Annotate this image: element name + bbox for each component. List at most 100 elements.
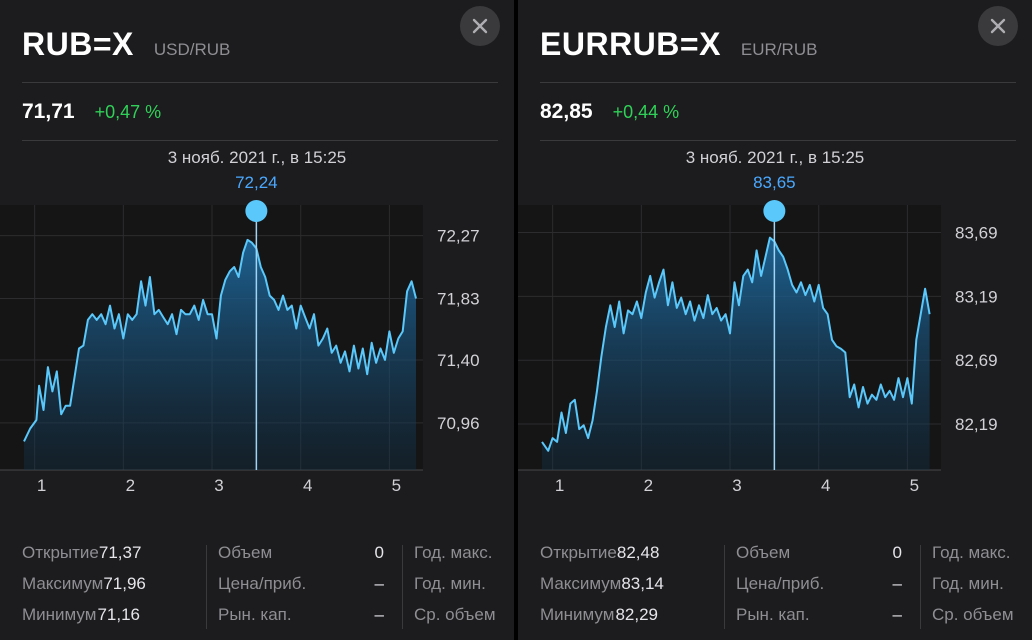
y-tick-label: 83,69 [955,224,998,243]
stat-row: Год. макс. [932,543,1030,574]
stat-label: Объем [218,543,273,562]
stat-row: Цена/приб. – [218,574,384,605]
stat-row: Год. мин. [414,574,512,605]
stat-value: – [374,574,384,593]
stat-label: Рын. кап. [736,605,810,624]
stat-value: – [892,605,902,624]
header: EURRUB=X EUR/RUB [540,26,817,63]
price-row: 82,85 +0,44 % [540,100,679,124]
currency-pair: EUR/RUB [740,40,818,59]
current-price: 71,71 [22,100,75,123]
price-line [541,236,931,452]
stat-label: Год. мин. [932,574,1004,593]
stat-row: Цена/приб. – [736,574,902,605]
quote-panel-eurrub: EURRUB=X EUR/RUB 82,85 +0,44 % 3 нояб. 2… [518,0,1032,640]
selected-value: 83,65 [753,173,796,192]
selected-value: 72,24 [235,173,278,192]
selected-date: 3 нояб. 2021 г., в 15:25 [167,148,347,167]
x-tick-label: 2 [126,476,135,495]
y-tick-label: 71,40 [437,351,480,370]
x-tick-label: 3 [732,476,741,495]
stat-label: Цена/приб. [736,574,825,593]
ticker-symbol: RUB=X [22,26,134,62]
current-price: 82,85 [540,100,593,123]
stat-row: Рын. кап. – [218,605,384,636]
y-tick-label: 82,19 [955,415,998,434]
stat-label: Рын. кап. [218,605,292,624]
stat-row: Год. мин. [932,574,1030,605]
stat-label: Открытие [22,543,99,562]
x-tick-label: 5 [910,476,919,495]
stat-value: 82,29 [615,605,658,624]
stats-separator [724,545,725,629]
selection-marker[interactable] [245,200,268,222]
stat-label: Максимум [540,574,622,593]
close-button[interactable] [978,6,1018,46]
stats-column: Открытие 82,48 Максимум 83,14 Минимум 82,29 [540,543,664,636]
stat-label: Год. макс. [414,543,493,562]
close-icon [990,18,1006,34]
stat-label: Открытие [540,543,617,562]
stat-row: Год. макс. [414,543,512,574]
stats-column: Год. макс. Год. мин. Ср. объем [414,543,512,636]
stat-label: Ср. объем [414,605,496,624]
stat-label: Максимум [22,574,104,593]
stat-label: Год. мин. [414,574,486,593]
stat-value: 71,37 [98,543,142,562]
stat-row: Рын. кап. – [736,605,902,636]
y-tick-label: 82,69 [955,351,998,370]
stat-row: Минимум 71,16 [22,605,140,636]
stats-column: Объем 0 Цена/приб. – Рын. кап. – [736,543,902,636]
stat-label: Минимум [22,605,97,624]
price-area [542,237,930,470]
selected-date: 3 нояб. 2021 г., в 15:25 [685,148,865,167]
stats-separator [920,545,921,629]
selection-marker[interactable] [763,200,786,222]
close-icon [472,18,488,34]
stats-table: Открытие 82,48 Максимум 83,14 Минимум 82,29 Об… [540,543,1030,633]
stats-column: Открытие 71,37 Максимум 71,96 Минимум 71,16 [22,543,146,636]
stats-separator [206,545,207,629]
y-tick-label: 71,83 [437,289,480,308]
y-tick-label: 83,19 [955,287,998,306]
ticker-symbol: EURRUB=X [540,26,721,62]
stat-label: Ср. объем [932,605,1014,624]
price-line [23,238,417,442]
header-divider [540,82,1016,83]
stats-table: Открытие 71,37 Максимум 71,96 Минимум 71,16 Об… [22,543,512,633]
x-tick-label: 1 [555,476,564,495]
x-tick-label: 4 [303,476,312,495]
x-tick-label: 1 [37,476,46,495]
currency-pair: USD/RUB [153,40,231,59]
y-tick-label: 70,96 [437,414,480,433]
stat-label: Год. макс. [932,543,1011,562]
header-divider [22,82,498,83]
price-row: 71,71 +0,47 % [22,100,161,124]
stat-row: Максимум 83,14 [540,574,664,605]
stat-row: Открытие 82,48 [540,543,660,574]
price-chart[interactable]: 72,27 71,83 71,40 70,96 1 2 3 4 5 [0,195,514,500]
stats-separator [402,545,403,629]
price-change: +0,44 % [612,102,680,122]
price-divider [540,140,1016,141]
stat-row: Ср. объем [932,605,1030,636]
stat-row: Максимум 71,96 [22,574,146,605]
stat-row: Ср. объем [414,605,512,636]
y-tick-label: 72,27 [437,227,480,246]
stats-column: Год. макс. Год. мин. Ср. объем [932,543,1030,636]
x-tick-label: 5 [392,476,401,495]
price-area [24,239,416,470]
close-button[interactable] [460,6,500,46]
x-tick-label: 3 [214,476,223,495]
stat-label: Объем [736,543,791,562]
price-chart[interactable]: 83,69 83,19 82,69 82,19 1 2 3 4 5 [518,195,1032,500]
stat-value: 0 [892,543,902,562]
stat-value: 82,48 [616,543,660,562]
price-divider [22,140,498,141]
stat-row: Минимум 82,29 [540,605,658,636]
header: RUB=X USD/RUB [22,26,230,63]
stat-value: – [892,574,902,593]
x-tick-label: 2 [644,476,653,495]
stat-row: Объем 0 [736,543,902,574]
stat-value: 71,96 [103,574,146,593]
